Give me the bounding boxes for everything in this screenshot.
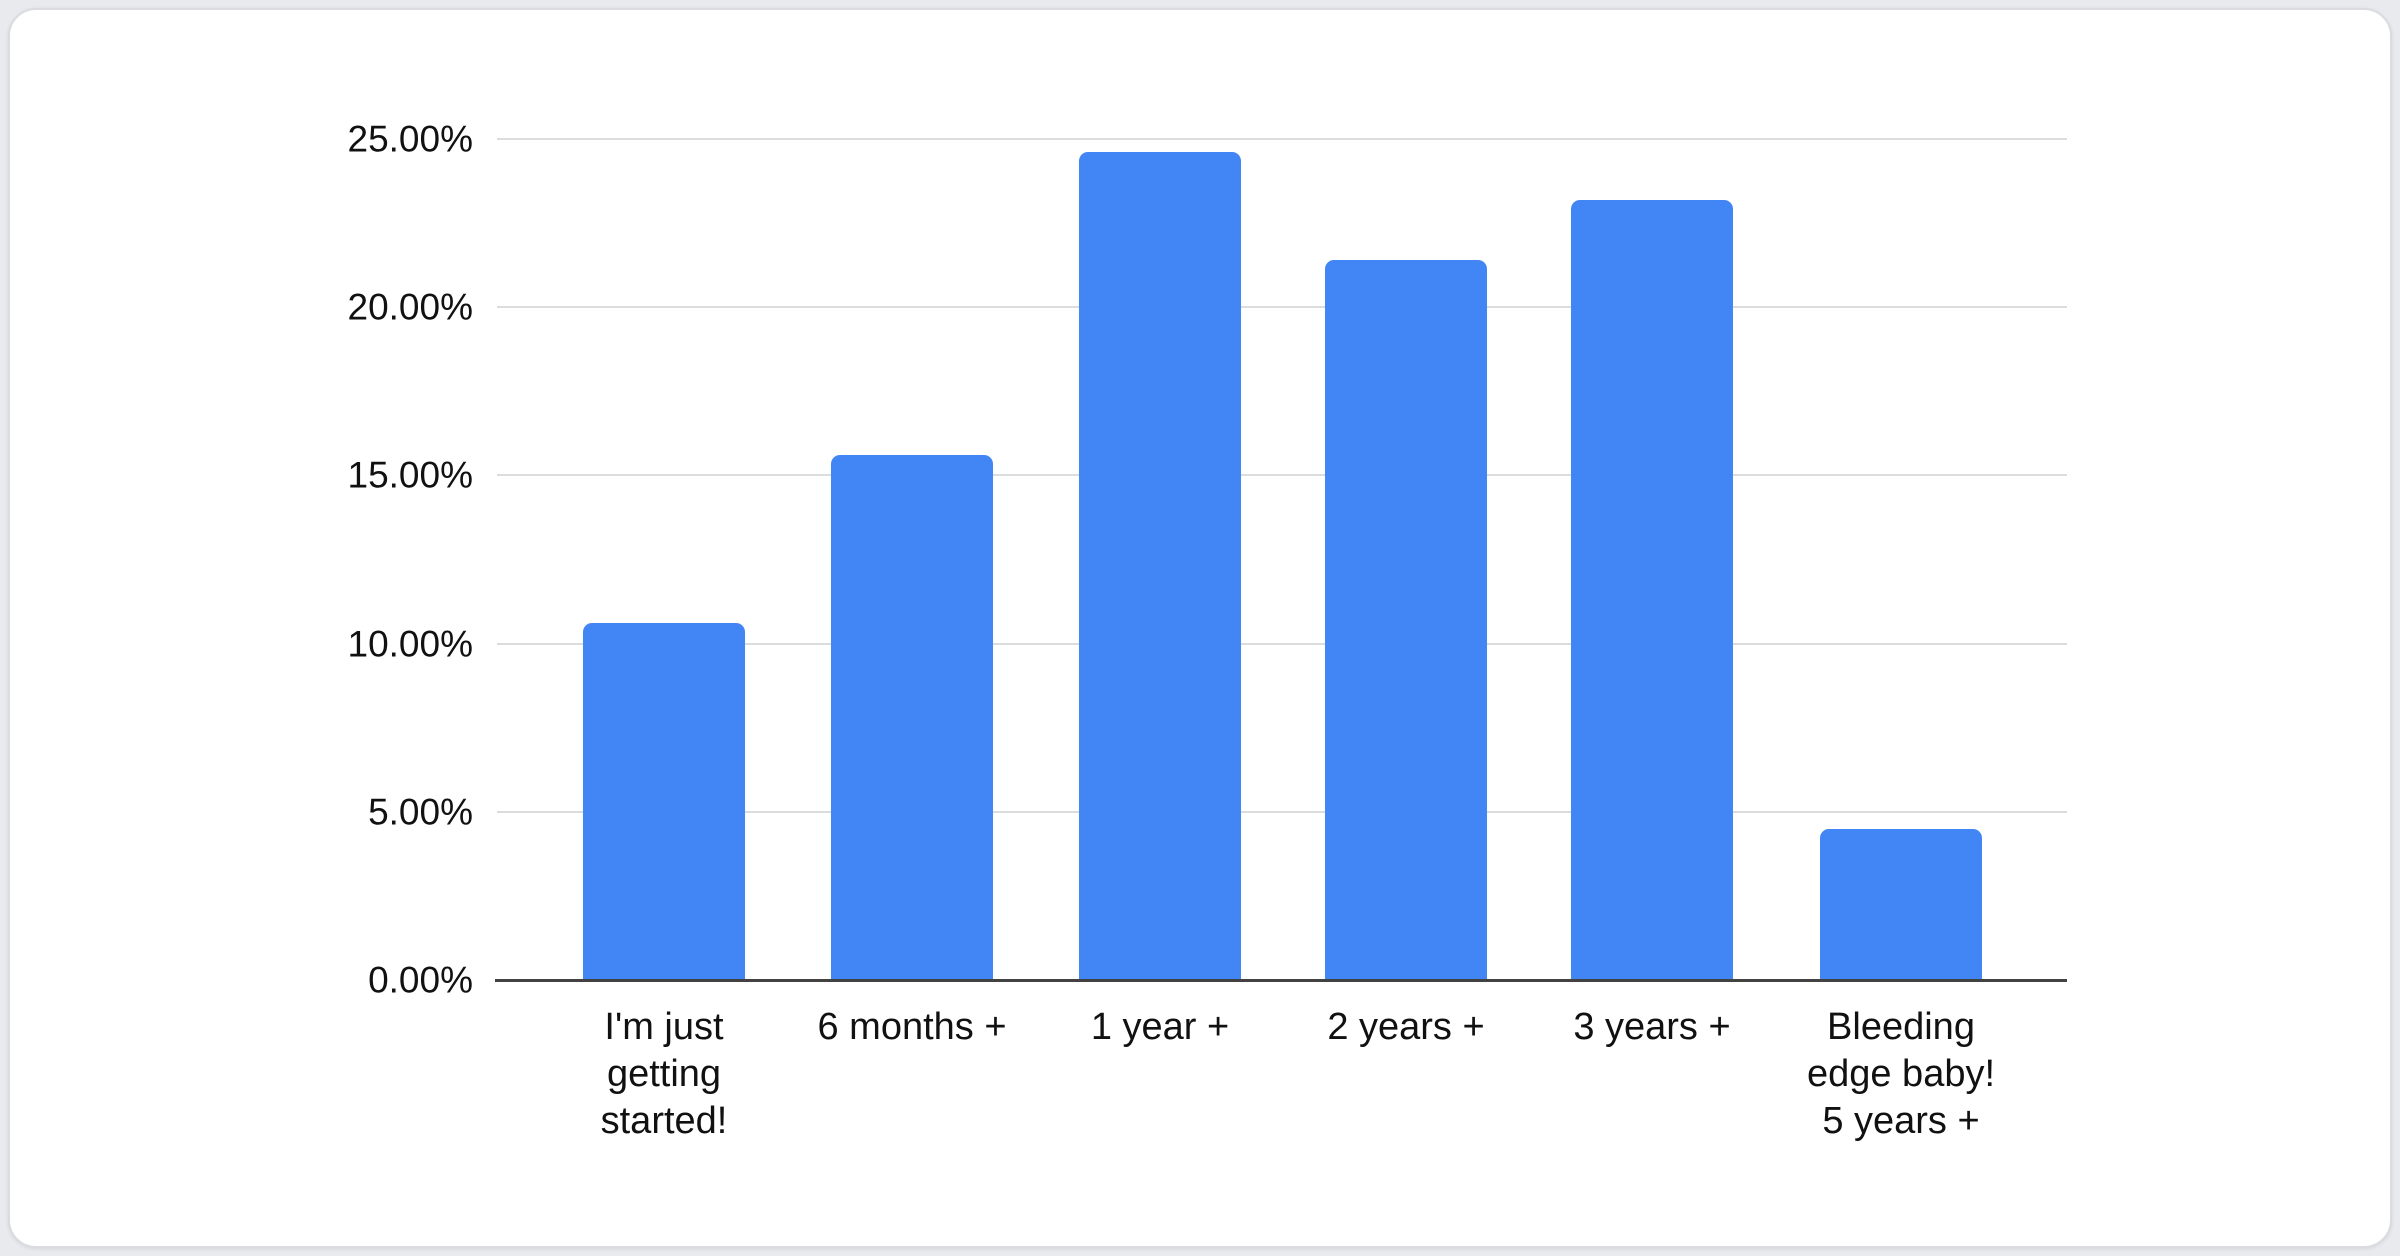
y-axis-tick-label: 25.00% [347, 118, 474, 160]
gridline [497, 138, 2067, 140]
x-axis-category-label: 2 years + [1327, 1006, 1485, 1048]
y-axis-tick-label: 5.00% [368, 791, 473, 833]
bar-1-year [1079, 152, 1241, 980]
y-axis-tick-label: 15.00% [347, 454, 474, 496]
bar-3-years [1571, 199, 1733, 980]
y-axis-tick-label: 10.00% [347, 623, 474, 665]
gridline [497, 642, 2067, 645]
y-axis-tick-label: 20.00% [347, 286, 474, 328]
y-axis-tick-label: 0.00% [368, 959, 473, 1001]
bar-bleeding-edge-baby-5-years [1820, 828, 1982, 980]
bar-i-m-just-getting-started [583, 623, 745, 980]
x-axis-category-label: I'm just getting started! [600, 1006, 728, 1142]
x-axis-category-label: 1 year + [1090, 1006, 1230, 1048]
x-axis-category-label: Bleeding edge baby! 5 years + [1806, 1006, 1996, 1142]
bar-6-months [831, 455, 993, 980]
gridline [497, 810, 2067, 813]
bar-2-years [1325, 260, 1487, 980]
gridline [497, 474, 2067, 477]
x-axis-category-label: 6 months + [817, 1006, 1007, 1048]
x-axis-category-label: 3 years + [1573, 1006, 1731, 1048]
gridline [497, 306, 2067, 309]
x-axis-line [495, 979, 2067, 982]
